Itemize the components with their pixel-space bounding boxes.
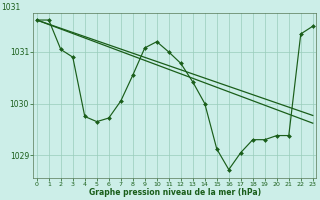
X-axis label: Graphe pression niveau de la mer (hPa): Graphe pression niveau de la mer (hPa) (89, 188, 261, 197)
Text: 1031: 1031 (1, 3, 20, 12)
